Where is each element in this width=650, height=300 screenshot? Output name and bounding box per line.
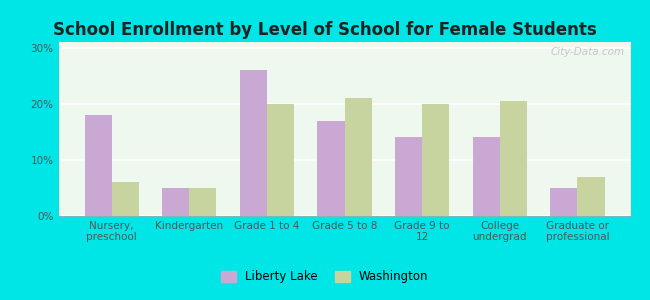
Bar	[395, 137, 422, 216]
Legend: Liberty Lake, Washington: Liberty Lake, Washington	[216, 266, 434, 288]
Bar	[550, 188, 577, 216]
Bar	[577, 177, 605, 216]
Bar	[267, 104, 294, 216]
Bar	[162, 188, 189, 216]
Bar	[344, 98, 372, 216]
Bar	[240, 70, 267, 216]
Bar	[189, 188, 216, 216]
Bar	[500, 101, 527, 216]
Bar	[317, 121, 344, 216]
Text: School Enrollment by Level of School for Female Students: School Enrollment by Level of School for…	[53, 21, 597, 39]
Bar	[473, 137, 500, 216]
Bar	[112, 182, 139, 216]
Bar	[422, 104, 449, 216]
Bar	[84, 115, 112, 216]
Text: City-Data.com: City-Data.com	[551, 47, 625, 57]
